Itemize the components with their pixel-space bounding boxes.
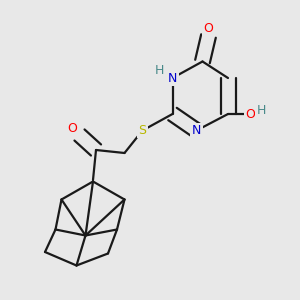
Text: N: N: [168, 71, 177, 85]
Text: H: H: [256, 104, 266, 118]
Text: H: H: [154, 64, 164, 77]
Text: N: N: [192, 124, 201, 137]
Text: O: O: [204, 22, 213, 35]
Text: O: O: [246, 107, 255, 121]
Text: S: S: [139, 124, 146, 137]
Text: O: O: [67, 122, 77, 136]
